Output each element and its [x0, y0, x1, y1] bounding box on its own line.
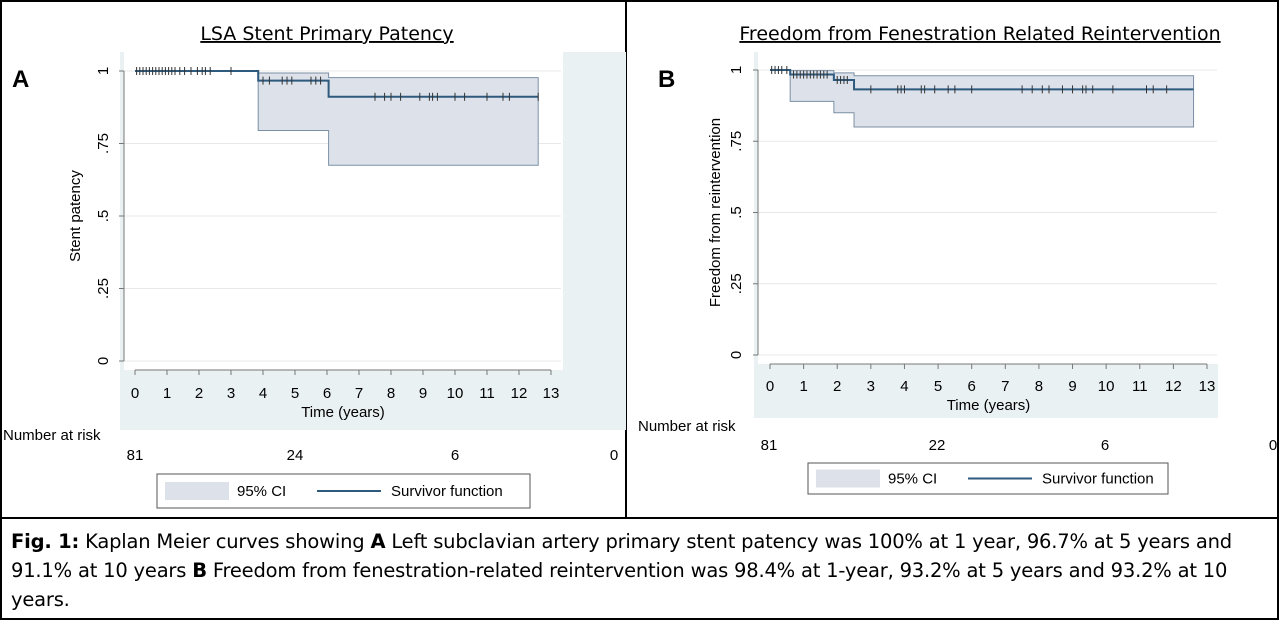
x-tick-label: 12	[1165, 378, 1182, 395]
panel-letter: B	[658, 66, 675, 93]
x-tick-label: 10	[447, 385, 464, 402]
legend-ci-label: 95% CI	[237, 483, 286, 500]
y-tick-label: .5	[95, 210, 112, 223]
x-tick-label: 7	[355, 385, 363, 402]
legend-ci-swatch	[165, 482, 229, 500]
x-tick-label: 11	[479, 385, 495, 402]
panel-a-title: LSA Stent Primary Patency	[200, 23, 453, 45]
panel-letter: A	[12, 66, 29, 93]
caption-text-a: Left subclavian artery primary stent pat…	[11, 530, 1232, 582]
x-tick-label: 10	[1098, 378, 1115, 395]
x-tick-label: 9	[1068, 378, 1076, 395]
survivor-function-line	[770, 69, 1194, 91]
risk-count: 0	[1269, 437, 1277, 454]
y-axis-label: Stent patency	[67, 170, 84, 262]
x-tick-label: 3	[867, 378, 875, 395]
x-tick-label: 6	[968, 378, 976, 395]
y-tick-label: .75	[728, 131, 745, 152]
x-tick-label: 6	[323, 385, 331, 402]
y-tick-label: .75	[95, 133, 112, 154]
x-tick-label: 5	[291, 385, 299, 402]
x-tick-label: 2	[195, 385, 203, 402]
risk-table-title: Number at risk	[3, 427, 101, 444]
risk-count: 81	[761, 437, 778, 454]
x-tick-label: 8	[1035, 378, 1043, 395]
x-tick-label: 12	[511, 385, 528, 402]
x-tick-label: 13	[1199, 378, 1216, 395]
risk-count: 22	[929, 437, 946, 454]
x-tick-label: 4	[900, 378, 908, 395]
x-tick-label: 1	[163, 385, 171, 402]
x-tick-label: 4	[259, 385, 267, 402]
x-tick-label: 11	[1132, 378, 1148, 395]
x-tick-label: 0	[131, 385, 139, 402]
caption-intro: Kaplan Meier curves showing	[79, 530, 371, 553]
survivor-function-line	[135, 70, 539, 98]
x-tick-label: 13	[543, 385, 560, 402]
x-axis-label: Time (years)	[301, 404, 385, 421]
caption-box	[1, 517, 1278, 620]
y-tick-label: 1	[95, 67, 112, 75]
caption-text-b: Freedom from fenestration-related reinte…	[11, 559, 1228, 611]
x-tick-label: 3	[227, 385, 235, 402]
ci-band	[770, 69, 1195, 128]
risk-count: 24	[287, 447, 304, 464]
panel-b: Freedom from Fenestration Related Reinte…	[638, 23, 1277, 495]
x-tick-label: 7	[1001, 378, 1009, 395]
x-tick-label: 0	[766, 378, 774, 395]
x-tick-label: 1	[799, 378, 807, 395]
risk-count: 6	[1101, 437, 1109, 454]
legend-survivor-label: Survivor function	[391, 483, 503, 500]
y-tick-label: 0	[728, 351, 745, 359]
legend-survivor-label: Survivor function	[1042, 471, 1154, 488]
caption-fig-label: Fig. 1:	[11, 530, 80, 553]
y-tick-label: .25	[95, 278, 112, 299]
y-tick-label: .25	[728, 273, 745, 294]
figure-caption: Fig. 1: Kaplan Meier curves showing A Le…	[11, 527, 1251, 614]
panel-b-title: Freedom from Fenestration Related Reinte…	[739, 23, 1220, 45]
caption-label-a: A	[370, 530, 386, 553]
y-axis-label: Freedom from reintervention	[707, 118, 724, 307]
y-tick-label: 1	[728, 66, 745, 74]
risk-count: 6	[451, 447, 459, 464]
x-axis-label: Time (years)	[947, 397, 1031, 414]
risk-count: 81	[127, 447, 144, 464]
risk-table-title: Number at risk	[638, 418, 736, 435]
caption-label-b: B	[192, 559, 207, 582]
y-tick-label: 0	[95, 357, 112, 365]
legend-ci-label: 95% CI	[888, 471, 937, 488]
risk-count: 0	[610, 447, 618, 464]
y-tick-label: .5	[728, 206, 745, 219]
x-tick-label: 8	[387, 385, 395, 402]
x-tick-label: 2	[833, 378, 841, 395]
legend-ci-swatch	[816, 469, 880, 488]
x-tick-label: 5	[934, 378, 942, 395]
x-tick-label: 9	[419, 385, 427, 402]
